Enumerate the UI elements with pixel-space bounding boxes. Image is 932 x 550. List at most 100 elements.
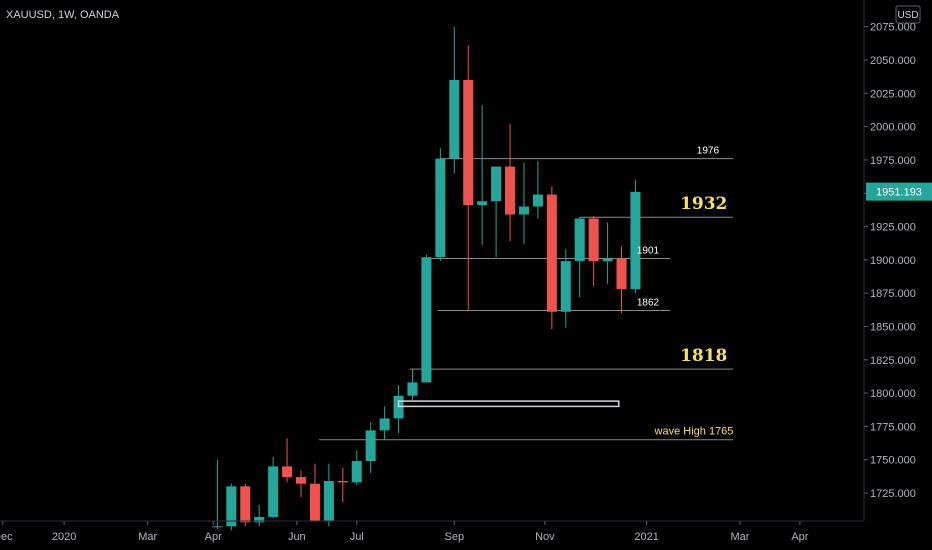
candle-up[interactable] <box>365 422 376 474</box>
x-tick-label: Sep <box>445 531 465 543</box>
candle-up[interactable] <box>532 161 543 219</box>
candle-up[interactable] <box>449 26 460 174</box>
last-price-label: 1951.193 <box>876 187 922 199</box>
y-tick-label: 1750.000 <box>870 455 916 467</box>
x-tick-label: 2021 <box>634 531 658 543</box>
candle-body <box>630 191 641 290</box>
level-label: wave High 1765 <box>654 426 734 438</box>
x-tick-label: Dec <box>0 531 13 543</box>
candle-body <box>560 261 571 312</box>
candle-up[interactable] <box>351 450 362 486</box>
candle-body <box>463 79 474 206</box>
candle-body <box>407 382 418 396</box>
candle-body <box>505 166 516 215</box>
y-tick-label: 1975.000 <box>870 155 916 167</box>
candle-down[interactable] <box>240 483 251 527</box>
candle-body <box>449 79 460 159</box>
chart-title: XAUUSD, 1W, OANDA <box>6 9 120 21</box>
candle-body <box>240 486 251 523</box>
candle-up[interactable] <box>602 222 613 284</box>
y-tick-label: 2000.000 <box>870 122 916 134</box>
candle-down[interactable] <box>295 470 307 498</box>
level-label: 1932 <box>680 194 727 214</box>
candle-up[interactable] <box>574 217 585 298</box>
annotations-layer: 1976 1932 1901 1862 1818 wave High 1765 <box>397 146 734 438</box>
candle-body <box>282 466 293 478</box>
candle-up[interactable] <box>226 483 237 531</box>
candle-up[interactable] <box>435 147 446 262</box>
candle-body <box>616 258 627 290</box>
level-label: 1901 <box>637 246 660 257</box>
x-tick-label: Apr <box>791 531 808 543</box>
x-tick-label: Jun <box>288 531 306 543</box>
candle-body <box>365 430 376 462</box>
x-tick-label: Mar <box>138 531 157 543</box>
level-label: 1976 <box>697 146 720 157</box>
candle-up[interactable] <box>379 406 390 440</box>
candle-up[interactable] <box>212 459 223 529</box>
y-tick-label: 1875.000 <box>870 288 916 300</box>
candle-up[interactable] <box>477 105 488 246</box>
x-tick-label: Nov <box>535 531 555 543</box>
candle-body <box>323 481 334 521</box>
candle-body <box>518 206 529 215</box>
candle-up[interactable] <box>491 166 502 258</box>
price-scale[interactable]: 1725.000 1750.000 1775.000 1800.000 1825.000… <box>864 22 916 500</box>
candle-down[interactable] <box>463 45 474 311</box>
candle-down[interactable] <box>309 463 320 523</box>
candle-down[interactable] <box>616 246 627 314</box>
candle-body <box>309 483 320 521</box>
candle-down[interactable] <box>337 467 348 503</box>
candles-layer <box>212 26 641 531</box>
candle-body <box>546 194 557 312</box>
candle-body <box>602 258 613 262</box>
candle-body <box>351 461 362 483</box>
currency-label: USD <box>897 10 918 21</box>
last-price-tag: 1951.193 <box>866 182 932 201</box>
candle-body <box>268 466 279 518</box>
y-tick-label: 1900.000 <box>870 255 916 267</box>
candle-body <box>212 526 223 528</box>
x-tick-label: Apr <box>205 531 222 543</box>
candle-body <box>477 201 488 206</box>
level-label: 1818 <box>680 346 727 366</box>
candle-body <box>254 517 265 523</box>
candle-up[interactable] <box>323 463 334 527</box>
candle-up[interactable] <box>518 162 529 244</box>
candle-down[interactable] <box>588 215 599 287</box>
candle-down[interactable] <box>546 186 557 330</box>
candle-up[interactable] <box>268 457 279 519</box>
x-tick-label: Mar <box>730 531 749 543</box>
x-tick-label: Jul <box>350 531 364 543</box>
candle-up[interactable] <box>407 369 418 400</box>
candle-body <box>379 418 390 431</box>
y-tick-label: 2050.000 <box>870 55 916 67</box>
candle-down[interactable] <box>505 123 516 242</box>
level-label: 1862 <box>637 297 660 308</box>
candle-body <box>337 481 348 483</box>
candle-body <box>435 158 446 258</box>
y-tick-label: 1800.000 <box>870 388 916 400</box>
candle-body <box>421 257 432 383</box>
candle-up[interactable] <box>560 249 571 328</box>
y-tick-label: 2025.000 <box>870 88 916 100</box>
candle-body <box>295 477 307 484</box>
candle-up[interactable] <box>421 254 432 383</box>
y-tick-label: 1775.000 <box>870 421 916 433</box>
candle-down[interactable] <box>282 438 293 483</box>
candle-body <box>574 218 585 262</box>
y-tick-label: 1850.000 <box>870 321 916 333</box>
y-tick-label: 1725.000 <box>870 488 916 500</box>
currency-badge[interactable]: USD <box>895 5 921 24</box>
candle-up[interactable] <box>254 505 265 527</box>
candle-up[interactable] <box>630 179 641 294</box>
candle-body <box>226 486 237 527</box>
time-scale[interactable]: Dec 2020 Mar Apr Jun Jul Sep Nov 2021 Mar Apr <box>0 521 809 543</box>
candle-body <box>588 218 599 262</box>
zone-rectangle[interactable] <box>397 400 620 408</box>
candle-body <box>532 194 543 207</box>
y-tick-label: 1925.000 <box>870 222 916 234</box>
x-tick-label: 2020 <box>52 531 76 543</box>
candle-body <box>491 166 502 202</box>
